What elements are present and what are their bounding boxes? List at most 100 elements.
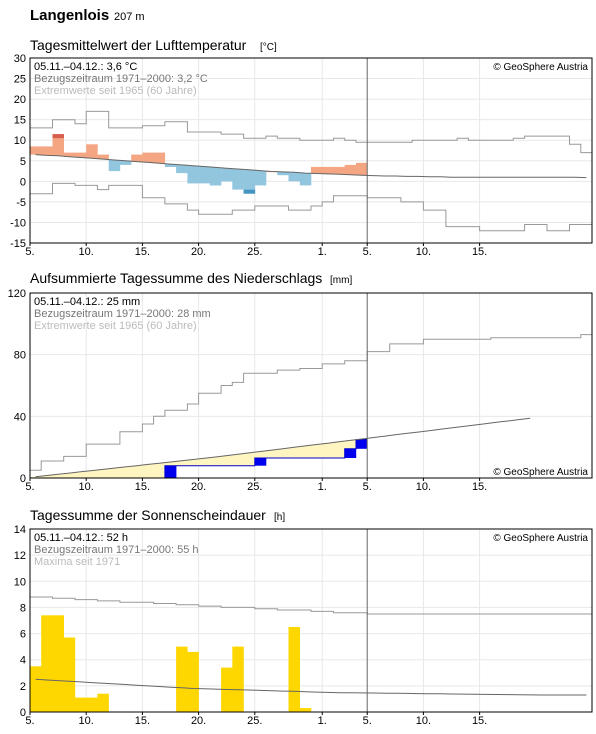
y-tick-label: 12 xyxy=(14,550,26,562)
deficit-segment xyxy=(288,447,300,458)
temperature-chart-title: Tagesmittelwert der Lufttemperatur xyxy=(30,37,247,53)
sunshine-bar xyxy=(299,708,312,712)
x-tick-label: 10. xyxy=(416,715,431,727)
deficit-segment xyxy=(153,463,166,478)
x-tick-label: 10. xyxy=(79,246,94,258)
copyright-notice: © GeoSphere Austria xyxy=(493,467,588,478)
sunshine-bar xyxy=(63,637,76,712)
x-tick-label: 5. xyxy=(363,246,372,258)
precipitation-deficit-fill xyxy=(30,439,368,478)
normal-sunshine-line xyxy=(35,678,587,696)
y-tick-label: 30 xyxy=(14,53,26,65)
y-tick-label: 14 xyxy=(14,524,26,536)
deficit-segment xyxy=(63,473,76,478)
y-tick-label: 20 xyxy=(14,94,26,106)
daily-precipitation-bar xyxy=(344,448,357,458)
y-tick-label: 80 xyxy=(14,350,26,362)
warm-anomaly-bar xyxy=(30,146,42,155)
warm-anomaly-bar xyxy=(41,146,53,156)
daily-precipitation-bar xyxy=(254,458,267,466)
y-tick-label: 6 xyxy=(20,629,26,641)
sunshine-bar xyxy=(232,646,244,712)
x-tick-label: 1. xyxy=(318,481,327,493)
deficit-segment xyxy=(176,460,188,466)
near-record-segment xyxy=(243,189,256,194)
max-extreme-line xyxy=(30,334,592,471)
x-tick-label: 20. xyxy=(191,715,206,727)
x-tick-label: 15. xyxy=(135,481,150,493)
cold-anomaly-bar xyxy=(277,171,289,176)
y-tick-label: 25 xyxy=(14,74,26,86)
normal-temperature-line xyxy=(35,154,587,179)
deficit-segment xyxy=(187,459,199,466)
warm-anomaly-bar xyxy=(333,166,345,175)
x-tick-label: 10. xyxy=(416,246,431,258)
sunshine-bar xyxy=(187,651,199,712)
deficit-segment xyxy=(108,468,121,478)
y-tick-label: 15 xyxy=(14,115,26,127)
y-tick-label: 120 xyxy=(8,288,26,300)
cold-anomaly-bar xyxy=(176,164,188,174)
warm-anomaly-bar xyxy=(142,152,154,163)
y-tick-label: 10 xyxy=(14,576,26,588)
x-tick-label: 25. xyxy=(247,481,262,493)
deficit-segment xyxy=(333,441,345,458)
sunshine-bar xyxy=(288,627,300,712)
x-tick-label: 5. xyxy=(25,715,34,727)
temperature-anomaly-bars xyxy=(30,134,368,194)
x-tick-label: 10. xyxy=(416,481,431,493)
period-summary: 05.11.–04.12.: 52 h xyxy=(34,532,128,544)
x-tick-label: 15. xyxy=(472,481,487,493)
plot-border xyxy=(29,528,593,713)
warm-anomaly-bar xyxy=(311,166,323,174)
x-tick-label: 5. xyxy=(25,481,34,493)
temperature-chart-unit: [°C] xyxy=(260,42,277,53)
x-tick-label: 5. xyxy=(363,715,372,727)
warm-anomaly-bar xyxy=(356,162,368,176)
deficit-segment xyxy=(344,440,357,449)
deficit-segment xyxy=(75,471,87,478)
x-tick-label: 15. xyxy=(135,246,150,258)
y-tick-label: 10 xyxy=(14,135,26,147)
cold-anomaly-bar xyxy=(254,170,267,186)
warm-anomaly-bar xyxy=(52,134,64,156)
warm-anomaly-bar xyxy=(344,164,357,175)
x-tick-label: 1. xyxy=(318,246,327,258)
sunshine-bar xyxy=(30,666,42,713)
warm-anomaly-bar xyxy=(86,144,98,159)
precipitation-chart-title: Aufsummierte Tagessumme des Niederschlag… xyxy=(30,270,322,286)
min-extreme-line xyxy=(30,182,592,232)
warm-anomaly-bar xyxy=(63,152,76,157)
y-tick-label: -10 xyxy=(10,217,26,229)
daily-precipitation-bar xyxy=(164,465,177,478)
copyright-notice: © GeoSphere Austria xyxy=(493,62,588,73)
cold-anomaly-bar xyxy=(187,165,199,184)
cold-anomaly-bar xyxy=(232,169,244,190)
deficit-segment xyxy=(86,470,98,478)
warm-anomaly-bar xyxy=(75,152,87,158)
cold-anomaly-bar xyxy=(108,160,121,172)
x-tick-label: 15. xyxy=(135,715,150,727)
plot-border xyxy=(29,292,593,479)
x-tick-label: 5. xyxy=(363,481,372,493)
deficit-segment xyxy=(299,445,312,458)
x-tick-label: 20. xyxy=(191,481,206,493)
y-tick-label: -15 xyxy=(10,238,26,250)
deficit-segment xyxy=(311,444,323,458)
plot-border xyxy=(29,57,593,244)
maxima-line xyxy=(30,596,592,615)
near-record-segment xyxy=(52,134,64,139)
x-tick-label: 1. xyxy=(318,715,327,727)
period-summary: 05.11.–04.12.: 3,6 °C xyxy=(34,61,137,73)
deficit-segment xyxy=(41,475,53,478)
reference-period: Bezugszeitraum 1971–2000: 28 mm xyxy=(34,308,211,320)
cold-anomaly-bar xyxy=(221,168,233,182)
y-tick-label: 5 xyxy=(20,156,26,168)
sunshine-bar xyxy=(97,693,109,712)
sunshine-bar xyxy=(176,646,188,712)
cold-anomaly-bar xyxy=(243,169,256,194)
y-tick-label: 0 xyxy=(20,473,26,485)
y-tick-label: 40 xyxy=(14,411,26,423)
